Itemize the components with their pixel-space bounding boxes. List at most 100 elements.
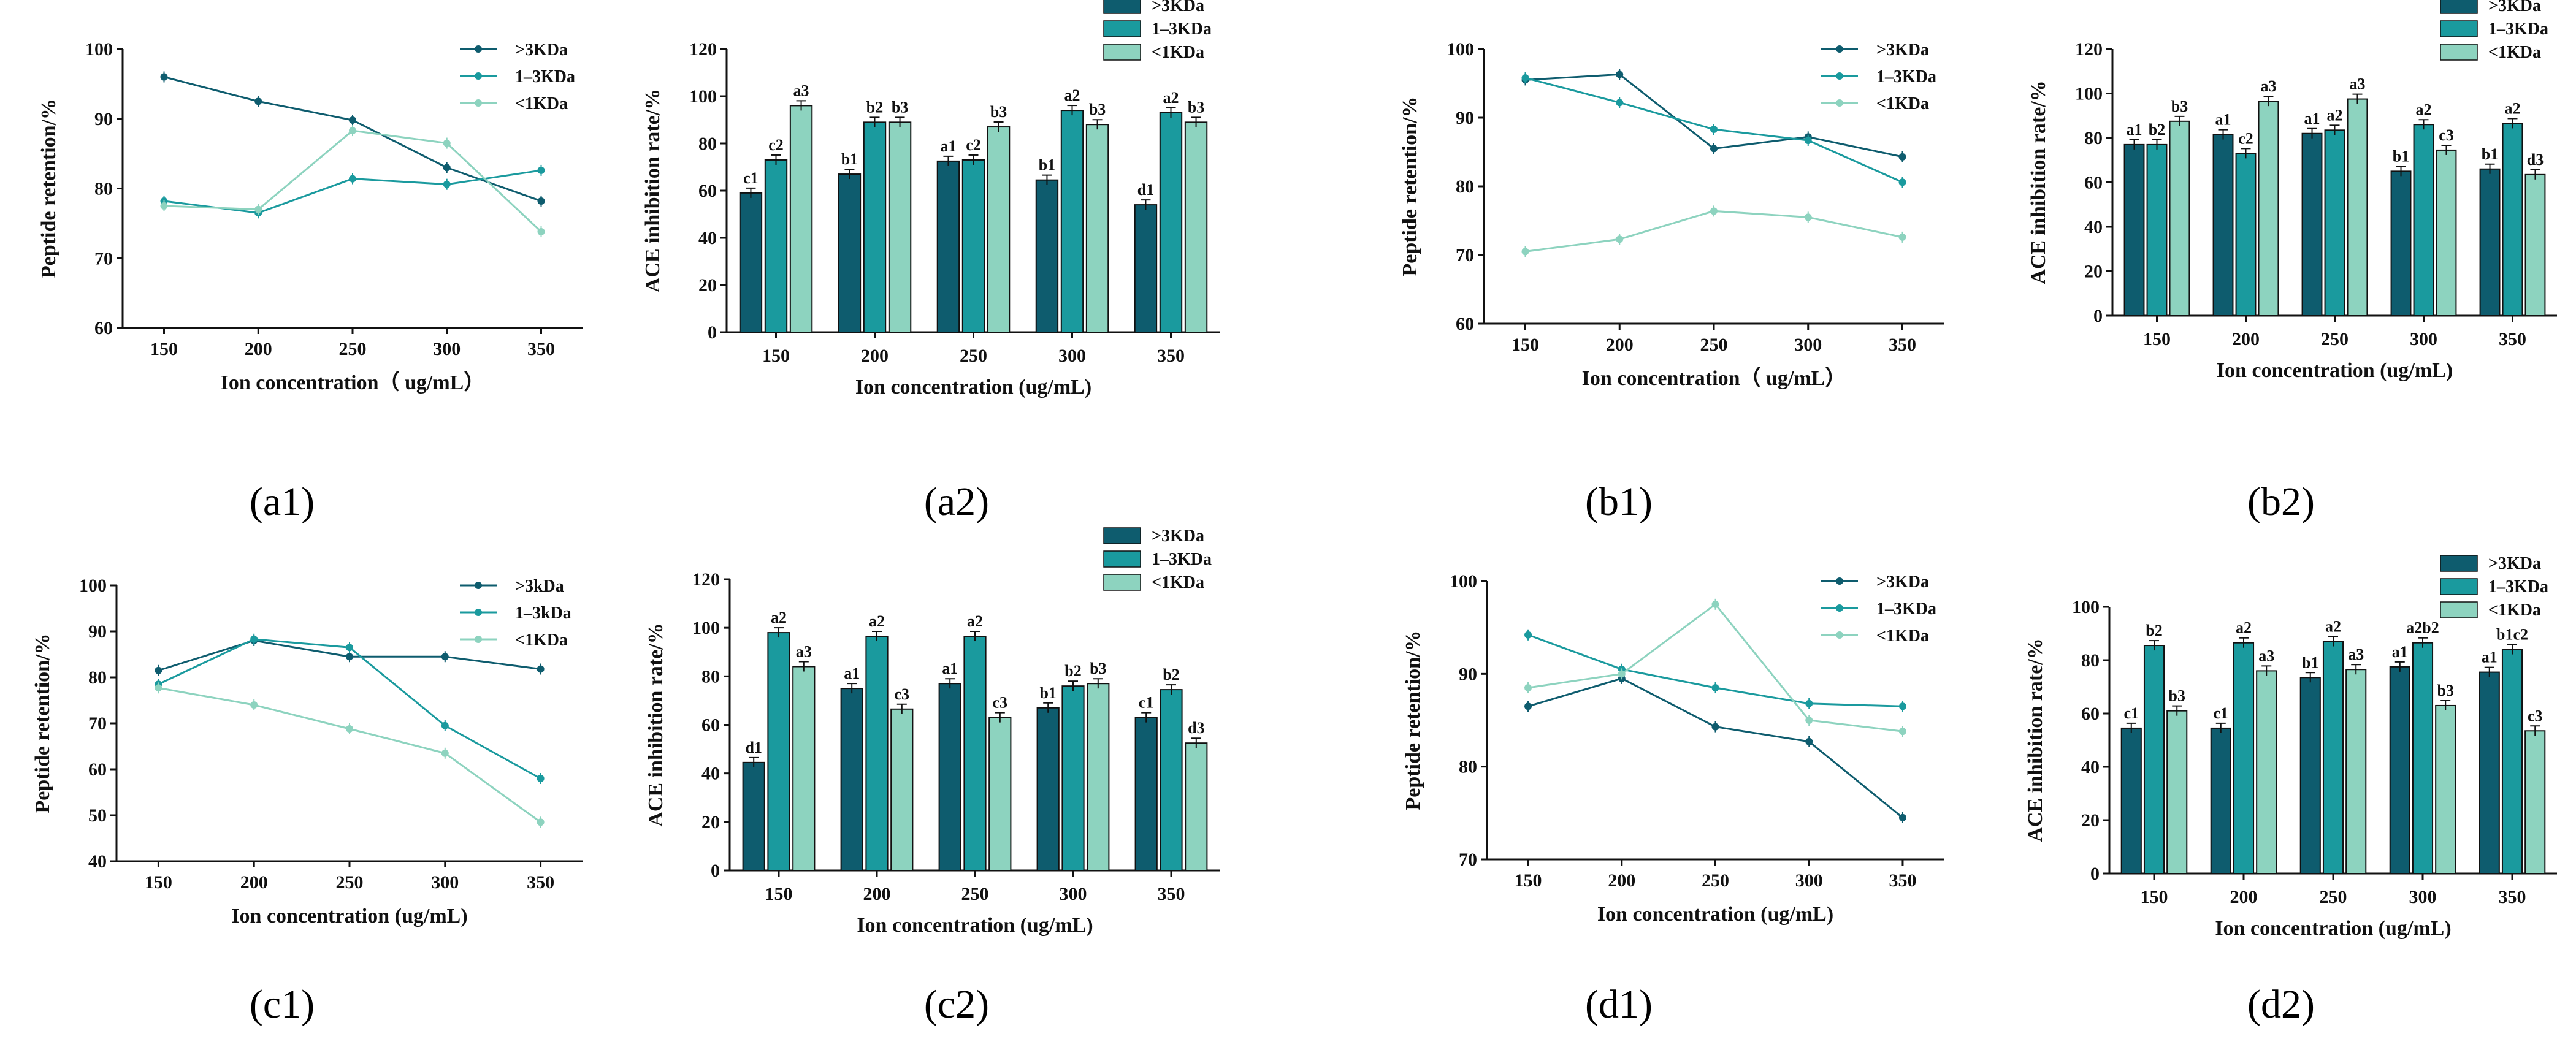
legend-label: <1KDa [1152,43,1204,62]
legend-label: 1–3KDa [2488,577,2548,596]
data-point [1524,631,1532,639]
bar [936,160,960,333]
bar [2501,649,2523,874]
data-point [1616,235,1624,243]
bar [2143,645,2165,874]
y-axis-label: ACE inhibition rate/% [641,89,664,292]
bar [938,683,961,872]
significance-label: a3 [2348,645,2364,663]
legend-label: 1–3KDa [1876,599,1936,618]
bar [2479,671,2500,874]
y-tick-label: 100 [85,39,113,59]
significance-label: b1 [1039,684,1056,702]
bar [2324,129,2345,316]
series-line-3 [1525,210,1903,253]
data-point [1710,145,1718,153]
legend-swatch [1103,0,1141,14]
y-tick-label: 70 [88,714,107,734]
legend-marker [1836,45,1843,53]
y-axis-label: Peptide retention/% [1402,630,1424,810]
bar [792,666,816,871]
legend-label: >3KDa [1152,527,1204,546]
data-point [1804,213,1812,221]
x-tick-label: 350 [2499,887,2526,907]
legend-marker [475,609,482,616]
x-tick-label: 250 [961,884,989,904]
y-tick-label: 70 [94,248,113,268]
significance-label: b1c2 [2496,626,2528,644]
y-tick-label: 90 [88,622,107,642]
y-tick-label: 0 [2090,864,2100,884]
y-tick-label: 100 [79,576,107,596]
bar [2389,666,2410,874]
panel-c2: 0 20 40 60 80 100 120 ACE inhibition rate/% Ion … [644,527,1220,1027]
x-tick-label: 150 [150,339,178,359]
x-tick-label: 300 [2410,329,2437,349]
bar [764,159,788,333]
y-tick-label: 40 [701,764,720,784]
plot-c2: 0 20 40 60 80 100 120 ACE inhibition rate/% Ion … [644,527,1220,937]
bar [2435,704,2456,874]
significance-label: a2 [1064,86,1080,104]
bar [2120,727,2142,875]
x-tick-label: 200 [245,339,272,359]
bar [2322,641,2344,875]
y-tick-label: 100 [2075,84,2103,104]
data-point [441,653,449,661]
x-tick-label: 350 [1157,346,1185,366]
x-tick-label: 150 [762,346,790,366]
data-point [1898,813,1906,821]
panel-label-b1: (b1) [1585,479,1653,524]
data-point [1711,684,1719,692]
x-tick-label: 200 [1608,870,1635,891]
x-tick-label: 150 [765,884,793,904]
data-point [1618,670,1626,678]
y-tick-label: 40 [2084,217,2103,237]
x-tick-label: 150 [1512,335,1539,355]
bar [2169,120,2190,316]
y-tick-label: 20 [698,275,717,295]
significance-label: b2 [2146,622,2162,639]
x-tick-label: 350 [527,339,555,359]
bar [988,717,1012,871]
bar [838,173,862,333]
legend-marker [475,45,482,53]
legend-marker [1836,631,1843,639]
y-axis-label: Peptide retention/% [31,633,54,813]
bar [2502,123,2523,316]
legend-label: <1KDa [1152,573,1204,592]
bar [1036,707,1060,871]
data-point [349,127,356,135]
x-axis-label: Ion concentration (ug/mL) [855,376,1091,398]
y-tick-label: 80 [2084,128,2103,148]
series-line-1 [1527,677,1903,819]
y-tick-label: 80 [2081,650,2100,671]
bar [1159,112,1183,333]
significance-label: a3 [796,643,812,661]
x-tick-label: 150 [2141,887,2168,907]
significance-label: b3 [1089,101,1106,118]
plot-a2: 0 20 40 60 80 100 120 ACE inhibition rate/% Ion … [641,0,1220,398]
data-point [537,775,545,782]
bar [1184,121,1208,333]
data-point [1711,723,1719,731]
data-point [1804,136,1812,144]
x-tick-label: 250 [2321,329,2349,349]
x-axis-label: Ion concentration (ug/mL) [2217,359,2453,382]
panel-b1: 60 70 80 90 100 Peptide retention/% Ion concen… [1399,39,1944,524]
x-tick-label: 300 [431,872,459,892]
y-tick-label: 0 [2093,306,2103,326]
significance-label: c2 [768,136,784,154]
significance-label: a2 [869,612,885,630]
y-tick-label: 60 [2081,704,2100,724]
x-tick-label: 350 [1889,870,1916,891]
panel-label-a1: (a1) [250,479,315,524]
legend-label: <1KDa [515,631,568,650]
legend-swatch [2440,20,2478,37]
significance-label: b2 [1064,662,1081,680]
data-point [1524,684,1532,692]
bar [2436,149,2457,316]
series-line-3 [158,687,541,823]
y-tick-label: 120 [692,569,720,590]
legend-swatch [2440,44,2478,61]
